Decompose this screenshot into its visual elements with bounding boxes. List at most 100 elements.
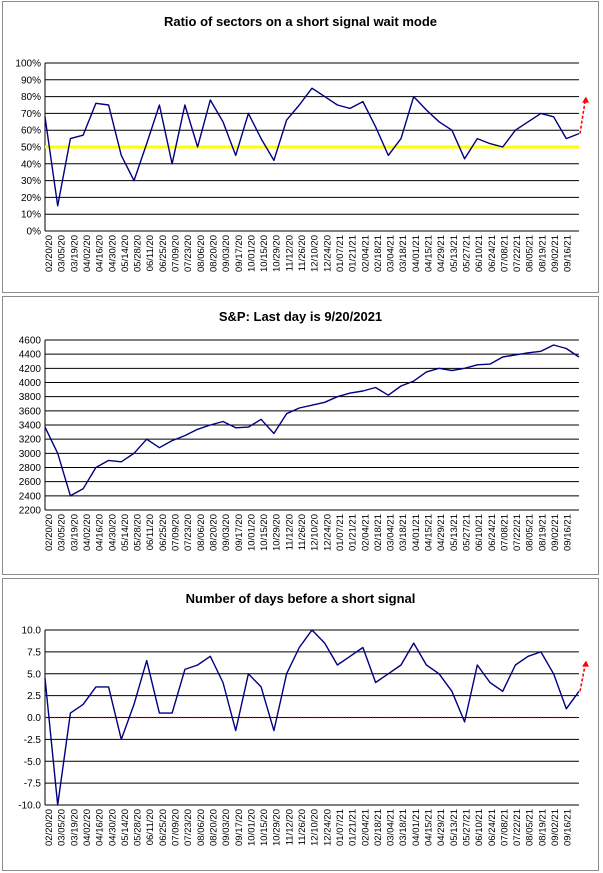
x-tick-label: 08/05/21 [525,235,536,272]
days-chart-plot: -10.0 -7.5 -5.0 -2.5 0.0 2.5 5.0 7.5 10.0 02/20/2… [18,626,589,846]
x-tick-label: 11/12/20 [284,809,295,845]
x-tick-label: 09/02/21 [550,235,561,272]
x-tick-label: 10/15/20 [259,809,270,846]
y-tick-label: 3000 [19,449,42,460]
x-tick-label: 05/14/20 [120,235,131,272]
x-tick-label: 06/10/21 [474,235,485,272]
chart-title: Ratio of sectors on a short signal wait … [163,14,438,29]
x-tick-label: 10/29/20 [272,235,283,272]
x-tick-label: 06/11/20 [145,809,156,845]
x-tick-label: 11/26/20 [297,235,308,271]
y-tick-label: 100% [15,59,41,70]
x-tick-label: 03/19/20 [69,809,80,846]
y-tick-label: 10% [21,210,41,221]
y-tick-label: 2200 [19,506,42,517]
x-tick-label: 10/01/20 [246,235,257,272]
x-tick-label: 05/27/21 [461,514,472,551]
x-tick-label: 06/25/20 [158,235,169,272]
x-tick-label: 07/09/20 [171,235,182,272]
x-tick-label: 07/22/21 [512,235,523,272]
x-tick-label: 05/13/21 [449,809,460,846]
x-tick-label: 08/19/21 [537,514,548,551]
y-tick-label: 50% [21,143,41,154]
days-chart-panel: Number of days before a short signal -10… [2,578,599,871]
y-tick-label: 60% [21,126,41,137]
x-tick-label: 07/09/20 [171,809,182,846]
y-tick-label: 20% [21,193,41,204]
x-tick-label: 12/24/20 [322,235,333,272]
y-tick-label: 80% [21,92,41,103]
x-tick-label: 05/27/21 [461,809,472,846]
x-tick-label: 03/19/20 [69,235,80,272]
x-tick-label: 04/29/21 [436,809,447,846]
x-tick-label: 08/20/20 [208,809,219,846]
x-tick-label: 04/30/20 [107,235,118,272]
chart-title: S&P: Last day is 9/20/2021 [218,309,383,324]
trend-arrow-head [582,96,589,103]
x-tick-label: 04/16/20 [95,235,106,272]
x-tick-label: 02/18/21 [373,809,384,846]
x-tick-label: 08/05/21 [525,809,536,846]
x-tick-label: 04/01/21 [411,514,422,551]
x-tick-label: 05/14/20 [120,809,131,846]
x-tick-label: 10/01/20 [246,809,257,846]
x-tick-label: 04/15/21 [424,514,435,551]
x-tick-label: 09/17/20 [234,235,245,272]
y-tick-label: -5.0 [24,757,42,768]
x-tick-label: 01/07/21 [335,809,346,846]
x-tick-label: 09/17/20 [234,514,245,551]
x-tick-label: 10/01/20 [246,514,257,551]
y-tick-label: 3400 [19,421,42,432]
x-tick-label: 09/16/21 [563,235,574,272]
x-tick-label: 01/21/21 [348,809,359,846]
x-tick-label: 06/25/20 [158,514,169,551]
x-tick-label: 07/23/20 [183,809,194,846]
x-tick-label: 07/22/21 [512,809,523,846]
x-tick-label: 02/04/21 [360,809,371,846]
x-tick-label: 04/16/20 [95,514,106,551]
x-tick-label: 09/03/20 [221,514,232,551]
x-tick-label: 10/29/20 [272,514,283,551]
x-tick-label: 02/04/21 [360,514,371,551]
x-tick-label: 08/20/20 [208,514,219,551]
trend-arrow-shaft [579,665,586,692]
sp-chart-plot: 2200 2400 2600 2800 3000 3200 3400 3600 3800 4000… [19,336,580,551]
x-tick-label: 10/29/20 [272,809,283,846]
x-tick-label: 02/18/21 [373,514,384,551]
x-tick-label: 03/18/21 [398,809,409,846]
y-tick-label: 5.0 [27,669,41,680]
y-tick-label: 3200 [19,435,42,446]
y-tick-label: 40% [21,159,41,170]
x-tick-label: 07/08/21 [499,514,510,551]
x-tick-label: 03/19/20 [69,514,80,551]
x-tick-label: 05/28/20 [133,809,144,846]
x-tick-label: 06/10/21 [474,514,485,551]
x-tick-label: 02/20/20 [44,514,55,551]
x-tick-label: 05/13/21 [449,235,460,272]
x-tick-label: 02/20/20 [44,809,55,846]
x-tick-label: 11/26/20 [297,809,308,845]
y-tick-label: 3800 [19,392,42,403]
x-tick-label: 09/02/21 [550,514,561,551]
x-tick-label: 04/15/21 [424,809,435,846]
x-tick-label: 07/08/21 [499,809,510,846]
x-tick-label: 02/04/21 [360,235,371,272]
x-tick-label: 04/01/21 [411,235,422,272]
x-tick-label: 01/21/21 [348,514,359,551]
x-tick-label: 07/22/21 [512,514,523,551]
sp-chart-panel: S&P: Last day is 9/20/2021 2200 2400 2600 2… [2,296,599,575]
x-tick-label: 03/04/21 [386,809,397,846]
x-tick-label: 08/06/20 [196,809,207,846]
x-tick-label: 07/09/20 [171,514,182,551]
x-tick-label: 01/21/21 [348,235,359,272]
x-tick-label: 03/04/21 [386,235,397,272]
x-tick-label: 09/03/20 [221,809,232,846]
y-tick-label: 7.5 [27,647,41,658]
ratio-chart-panel: Ratio of sectors on a short signal wait … [2,1,599,293]
x-tick-label: 02/20/20 [44,235,55,272]
y-tick-label: 4600 [19,336,42,347]
y-tick-label: 4200 [19,364,42,375]
x-tick-label: 10/15/20 [259,514,270,551]
x-tick-label: 12/24/20 [322,514,333,551]
y-tick-label: 90% [21,75,41,86]
